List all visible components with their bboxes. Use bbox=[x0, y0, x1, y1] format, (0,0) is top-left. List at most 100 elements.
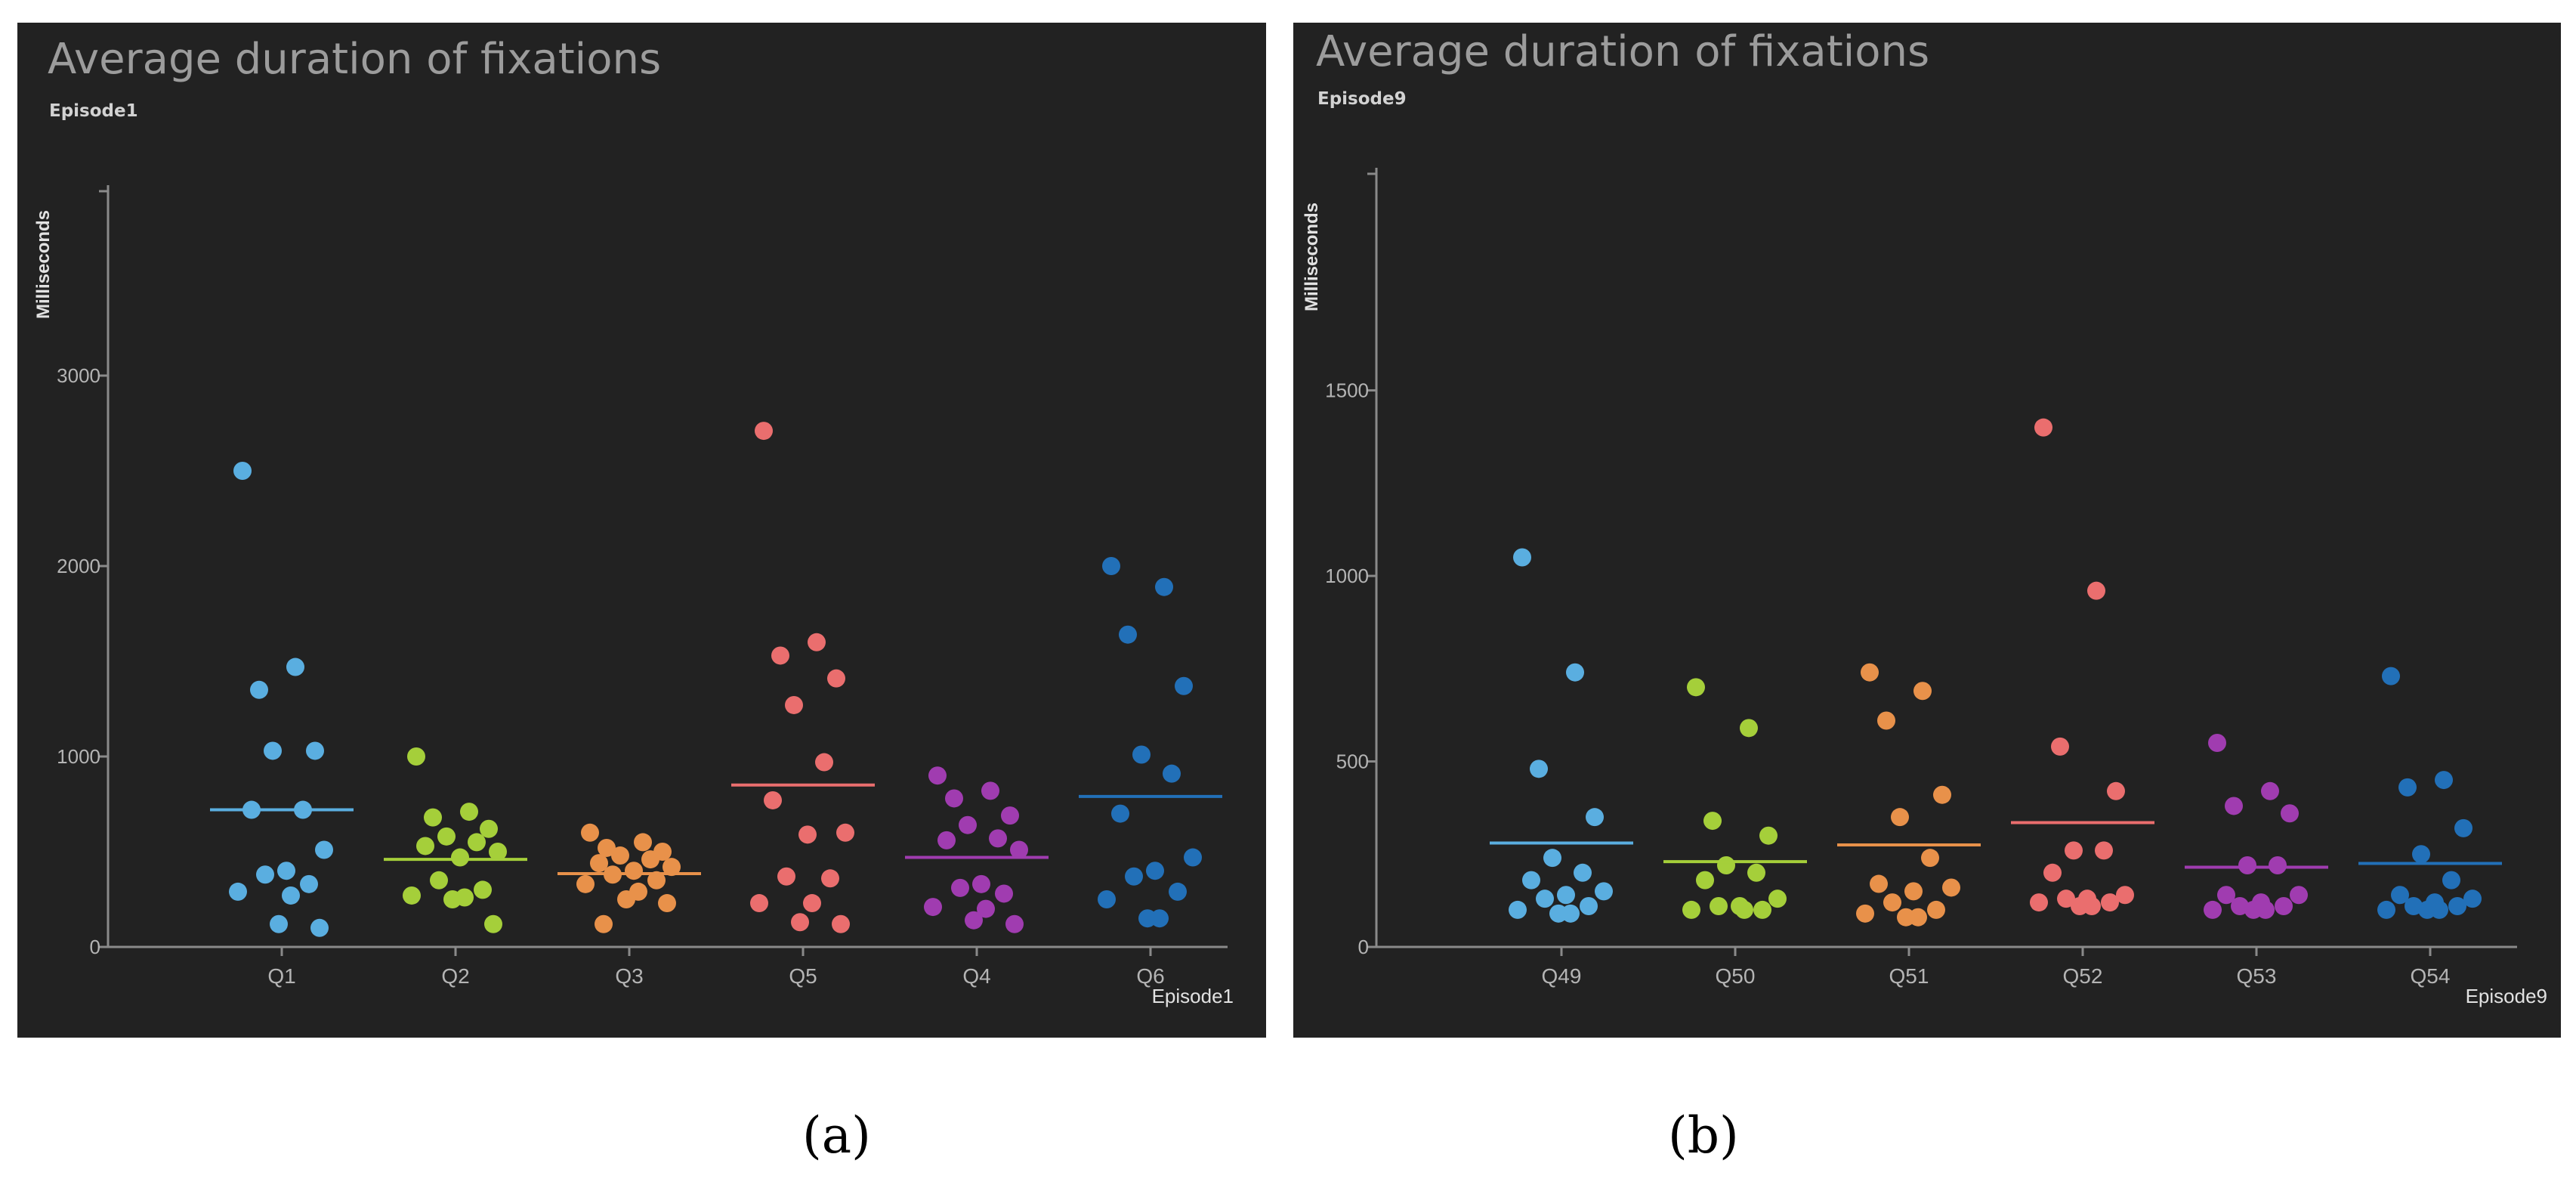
data-point bbox=[256, 865, 274, 884]
data-point bbox=[2065, 841, 2083, 860]
data-point bbox=[489, 843, 507, 861]
data-point bbox=[2087, 581, 2105, 600]
y-tick-label: 0 bbox=[1358, 936, 1369, 958]
y-tick-label: 500 bbox=[1336, 750, 1369, 773]
data-point bbox=[1010, 840, 1028, 859]
data-point bbox=[2225, 797, 2243, 815]
data-point bbox=[2412, 845, 2430, 864]
chart-subtitle-b: Episode9 bbox=[1317, 89, 1407, 109]
data-point bbox=[1883, 893, 1901, 912]
data-point bbox=[663, 858, 681, 877]
data-point bbox=[1913, 682, 1932, 701]
data-point bbox=[1001, 806, 1019, 825]
data-point bbox=[229, 882, 247, 901]
data-point bbox=[832, 914, 850, 933]
data-point bbox=[2095, 841, 2113, 860]
data-point bbox=[827, 669, 845, 688]
data-point bbox=[1138, 909, 1157, 928]
data-point bbox=[2275, 896, 2293, 915]
data-point bbox=[2377, 900, 2395, 919]
data-point bbox=[595, 914, 613, 933]
data-point bbox=[264, 741, 282, 760]
chart-title-b: Average duration of fixations bbox=[1316, 27, 1930, 76]
data-point bbox=[1682, 900, 1700, 919]
data-point bbox=[2398, 778, 2417, 797]
y-tick-label: 0 bbox=[90, 936, 100, 958]
data-point bbox=[306, 741, 324, 760]
data-point bbox=[791, 913, 809, 932]
data-point bbox=[647, 871, 666, 890]
x-tick-label: Q54 bbox=[2411, 964, 2451, 988]
data-point bbox=[2454, 818, 2473, 837]
x-tick-label: Q5 bbox=[789, 964, 817, 988]
y-axis-label: Milliseconds bbox=[33, 210, 54, 319]
data-point bbox=[2231, 896, 2249, 915]
chart-title-a: Average duration of fixations bbox=[48, 35, 662, 84]
data-point bbox=[924, 898, 942, 917]
data-point bbox=[315, 840, 333, 859]
data-point bbox=[2244, 900, 2262, 919]
y-axis-label: Milliseconds bbox=[1302, 203, 1322, 311]
data-point bbox=[1927, 900, 1945, 919]
data-point bbox=[1740, 719, 1758, 738]
data-point bbox=[443, 890, 462, 908]
data-point bbox=[2116, 886, 2134, 905]
data-point bbox=[1735, 900, 1753, 919]
data-point bbox=[480, 819, 498, 838]
data-point bbox=[1522, 871, 1540, 890]
data-point bbox=[403, 886, 421, 905]
data-point bbox=[2442, 871, 2460, 890]
data-point bbox=[598, 838, 616, 857]
data-point bbox=[1933, 785, 1951, 804]
data-point bbox=[484, 914, 502, 933]
y-tick-label: 1000 bbox=[57, 745, 100, 768]
data-point bbox=[1710, 896, 1728, 915]
data-point bbox=[1595, 882, 1613, 901]
data-point bbox=[1703, 812, 1722, 831]
data-point bbox=[965, 911, 983, 930]
chart-svg-a: 0 1000 2000 3000 Milliseconds Episode1 Q1 Q2 Q3 Q… bbox=[33, 185, 1234, 1007]
data-point bbox=[300, 874, 318, 893]
data-point bbox=[310, 918, 329, 937]
data-point bbox=[277, 862, 295, 880]
data-point bbox=[1125, 867, 1143, 886]
data-point bbox=[1509, 900, 1527, 919]
data-point bbox=[1942, 878, 1960, 897]
data-point bbox=[468, 833, 486, 852]
data-point bbox=[625, 862, 643, 880]
data-point bbox=[2101, 893, 2119, 912]
x-tick-label: Q2 bbox=[441, 964, 469, 988]
y-tick-label: 3000 bbox=[57, 364, 100, 387]
chart-svg-b: 0 500 1000 1500 Milliseconds Episode9 Q49 Q50 Q5… bbox=[1302, 168, 2547, 1007]
data-point bbox=[1543, 849, 1561, 868]
data-point bbox=[1163, 764, 1181, 783]
x-tick-label: Q53 bbox=[2237, 964, 2277, 988]
data-point bbox=[1574, 863, 1592, 882]
data-point bbox=[1856, 904, 1874, 923]
data-point bbox=[1098, 890, 1116, 908]
data-point bbox=[1119, 625, 1137, 644]
data-point bbox=[1580, 896, 1598, 915]
data-point bbox=[1536, 890, 1554, 908]
data-point bbox=[1753, 900, 1771, 919]
data-point bbox=[1870, 874, 1888, 893]
data-point bbox=[785, 695, 803, 714]
data-point bbox=[2448, 896, 2466, 915]
data-point bbox=[658, 894, 676, 913]
data-point bbox=[2405, 896, 2423, 915]
data-point bbox=[430, 871, 448, 890]
data-point bbox=[2043, 863, 2062, 882]
y-tick-label: 2000 bbox=[57, 555, 100, 577]
data-point bbox=[981, 781, 999, 800]
data-point bbox=[407, 747, 425, 766]
data-point bbox=[2391, 886, 2409, 905]
data-point bbox=[1877, 711, 1895, 730]
data-point bbox=[460, 803, 478, 821]
data-point bbox=[2071, 896, 2089, 915]
x-axis-label: Episode9 bbox=[2466, 985, 2547, 1007]
data-point bbox=[2030, 893, 2048, 912]
caption-a: (a) bbox=[802, 1106, 871, 1165]
data-point bbox=[581, 823, 599, 842]
data-point bbox=[2382, 667, 2400, 685]
y-tick-label: 1000 bbox=[1325, 565, 1369, 587]
